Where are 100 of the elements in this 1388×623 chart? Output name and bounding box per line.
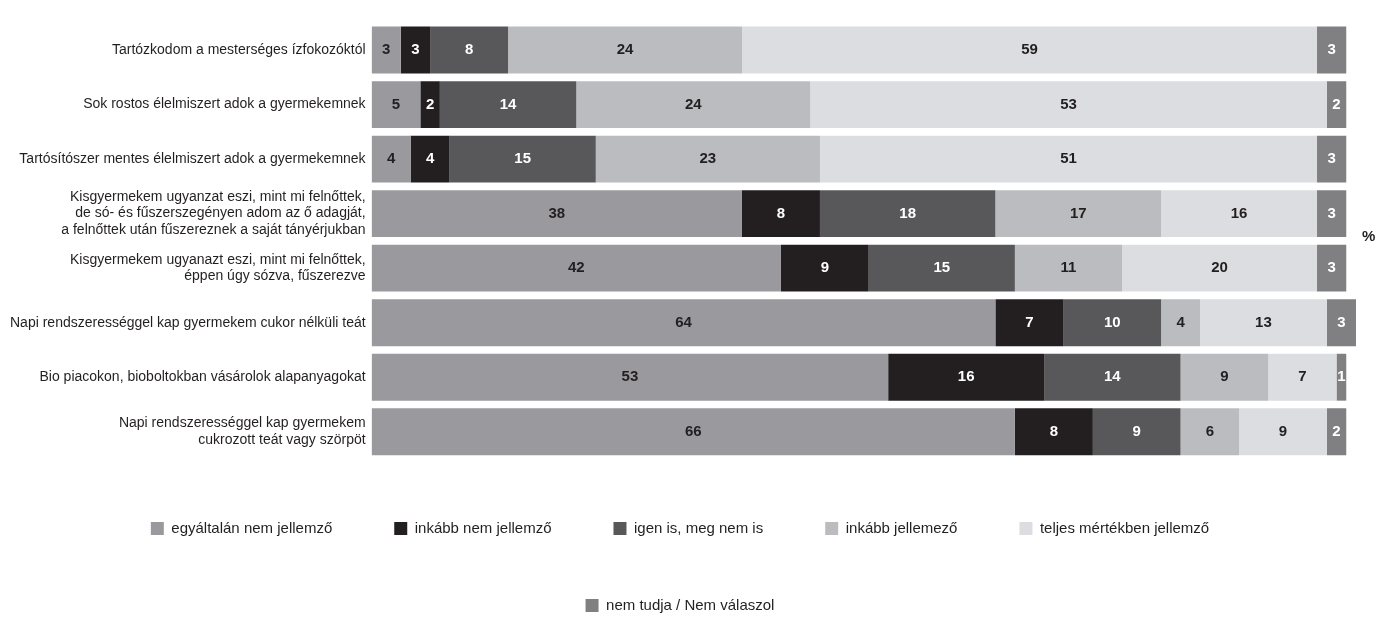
bar [1326,299,1356,347]
data-label: 16 [1230,203,1248,221]
bar [1161,190,1318,238]
bar [371,353,889,401]
data-label: 3 [1327,203,1336,221]
bar [439,81,577,129]
data-label: 64 [675,312,693,330]
data-label: 24 [684,94,703,112]
bar [741,190,820,238]
y-tick-label: Tartósítószer mentes élelmiszert adok a gyermekemnek [19,149,367,166]
y-tick-label: Tartózkodom a mesterséges ízfokozóktól [111,40,366,57]
data-label: 24 [616,40,635,58]
data-label: 9 [820,258,829,276]
y-tick-label: Bio piacokon, bioboltokban vásárolok alapanyagokat [39,368,366,385]
legend-label: nem tudja / Nem válaszol [606,595,775,613]
data-label: 8 [464,40,474,58]
data-label: 13 [1255,312,1272,330]
data-label: 4 [1176,312,1186,330]
bar [819,135,1318,183]
bar [1161,299,1201,347]
bar [430,26,509,74]
bar [888,353,1045,401]
data-label: 7 [1298,367,1307,385]
data-label: 4 [386,149,396,167]
data-label: 9 [1132,421,1141,439]
bar [780,244,869,292]
bar [1317,26,1347,74]
bar [508,26,742,74]
bar [995,190,1162,238]
data-label: 3 [1337,312,1346,330]
bar [400,26,431,74]
bar [1317,190,1347,238]
bar [1326,408,1347,456]
data-label: 53 [1060,94,1077,112]
data-label: 8 [776,203,786,221]
data-label: 6 [1205,421,1214,439]
legend-label: inkább nem jellemző [414,518,552,536]
data-label: 9 [1220,367,1229,385]
bar [371,408,1015,456]
bar [995,299,1064,347]
bar [1239,408,1327,456]
bar [371,244,781,292]
data-label: 8 [1049,421,1059,439]
bar [420,81,440,129]
bar [371,190,742,238]
data-label: 7 [1025,312,1034,330]
bar [449,135,596,183]
bar [1092,408,1181,456]
bar [410,135,450,183]
data-label: 14 [1104,367,1122,385]
data-label: 51 [1060,149,1077,167]
data-label: 20 [1211,258,1228,276]
bar [371,299,996,347]
bar [1200,299,1327,347]
data-label: 3 [1327,149,1336,167]
bar [1044,353,1181,401]
bar [576,81,811,129]
bar [371,135,411,183]
y-tick-label: Sok rostos élelmiszert adok a gyermekemnek [83,95,367,112]
bar [1063,299,1162,347]
y-tick-label: Napi rendszerességgel kap gyermekem cukrozott teát vagy szörpöt [118,414,366,447]
data-label: 59 [1021,40,1038,58]
bar [741,26,1318,74]
bar [371,26,401,74]
data-label: 3 [411,40,420,58]
data-label: 5 [391,94,401,112]
bar [819,190,996,238]
data-label: 3 [1327,40,1336,58]
data-label: 4 [425,149,435,167]
data-label: 11 [1060,258,1077,276]
data-label: 10 [1104,312,1121,330]
legend-label: igen is, meg nem is [633,518,764,536]
data-label: 16 [957,367,975,385]
data-label: 23 [699,149,717,167]
y-tick-label: Kisgyermekem ugyanzat eszi, mint mi felnőttek, de só- és fűszerszegényen adom az ő adagját, a felnőttek után fűszereznek a saját tányérjukban [61,187,366,238]
data-label: 14 [499,94,518,112]
y-tick-label: Napi rendszerességgel kap gyermekem cukor nélküli teát [9,313,366,330]
data-label: 3 [1327,258,1336,276]
bar [1268,353,1337,401]
data-label: 9 [1278,421,1288,439]
bar [1180,408,1240,456]
data-label: 18 [899,203,917,221]
data-label: 53 [621,367,639,385]
y-tick-label: Kisgyermekem ugyanazt eszi, mint mi felnőttek, éppen úgy sózva, fűszerezve [69,250,366,284]
bar [1317,244,1347,292]
data-label: 1 [1337,367,1346,385]
bar [595,135,820,183]
legend-label: inkább jellemező [845,518,958,536]
data-label: 3 [382,40,391,58]
bar [1180,353,1269,401]
legend-label: teljes mértékben jellemző [1039,518,1210,536]
bar [810,81,1327,129]
data-label: 2 [1332,94,1341,112]
data-label: 15 [933,258,951,276]
data-label: 2 [1332,421,1341,439]
data-label: 15 [514,149,532,167]
legend-label: egyáltalán nem jellemző [171,518,333,536]
data-label: 42 [567,258,585,276]
data-label: 17 [1069,203,1087,221]
bar [1122,244,1318,292]
